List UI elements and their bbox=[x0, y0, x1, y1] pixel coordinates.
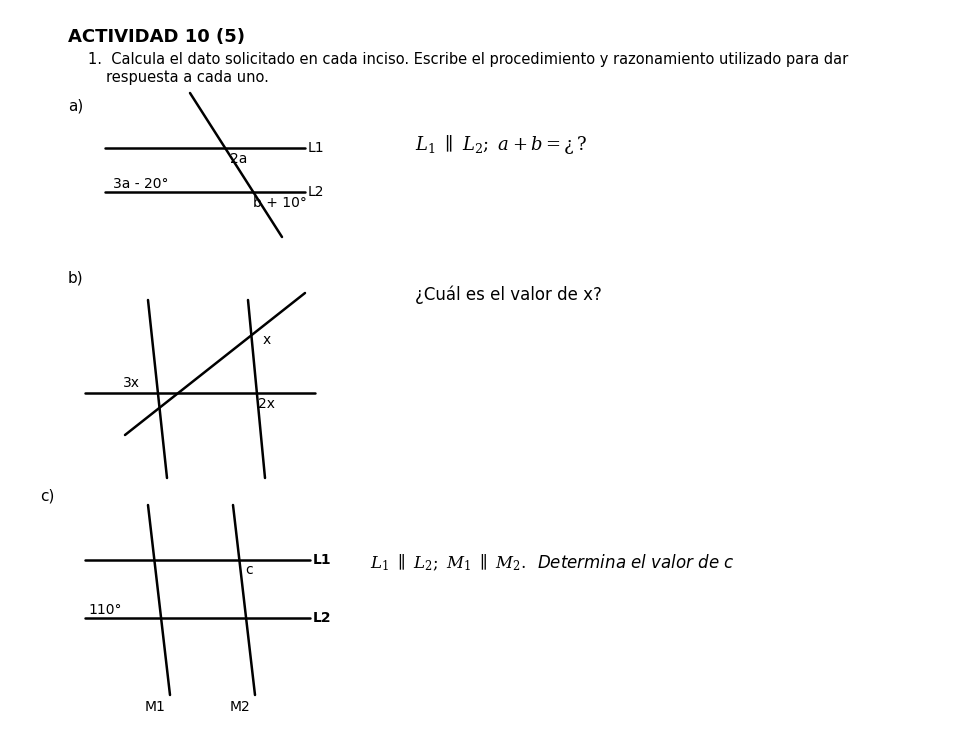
Text: 1.  Calcula el dato solicitado en cada inciso. Escribe el procedimiento y razona: 1. Calcula el dato solicitado en cada in… bbox=[88, 52, 847, 67]
Text: L2: L2 bbox=[313, 611, 332, 625]
Text: 3a - 20°: 3a - 20° bbox=[112, 177, 168, 191]
Text: 2a: 2a bbox=[230, 152, 247, 166]
Text: a): a) bbox=[67, 98, 83, 113]
Text: ¿Cuál es el valor de x?: ¿Cuál es el valor de x? bbox=[415, 285, 601, 304]
Text: $L_1\ \parallel\ L_2;\ M_1\ \parallel\ M_2.\,$ Determina el valor de c: $L_1\ \parallel\ L_2;\ M_1\ \parallel\ M… bbox=[370, 553, 734, 573]
Text: ACTIVIDAD 10 (5): ACTIVIDAD 10 (5) bbox=[67, 28, 244, 46]
Text: 110°: 110° bbox=[88, 603, 121, 617]
Text: b): b) bbox=[67, 270, 83, 285]
Text: M1: M1 bbox=[145, 700, 165, 714]
Text: 2x: 2x bbox=[258, 397, 275, 411]
Text: L1: L1 bbox=[313, 553, 332, 567]
Text: L2: L2 bbox=[308, 185, 324, 199]
Text: x: x bbox=[263, 333, 271, 347]
Text: b + 10°: b + 10° bbox=[252, 196, 306, 210]
Text: c): c) bbox=[40, 488, 55, 503]
Text: $L_1\ \parallel\ L_2;\ a + b = \mathit{¿}\,?$: $L_1\ \parallel\ L_2;\ a + b = \mathit{¿… bbox=[415, 133, 587, 156]
Text: c: c bbox=[244, 563, 252, 577]
Text: 3x: 3x bbox=[123, 376, 140, 390]
Text: L1: L1 bbox=[308, 141, 325, 155]
Text: respuesta a cada uno.: respuesta a cada uno. bbox=[106, 70, 269, 85]
Text: M2: M2 bbox=[230, 700, 250, 714]
